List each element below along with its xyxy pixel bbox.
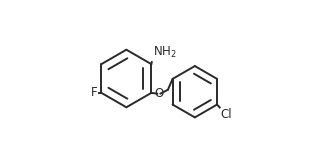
Text: F: F xyxy=(91,86,97,99)
Text: NH$_2$: NH$_2$ xyxy=(153,45,176,60)
Text: Cl: Cl xyxy=(220,108,232,122)
Text: O: O xyxy=(154,87,164,100)
